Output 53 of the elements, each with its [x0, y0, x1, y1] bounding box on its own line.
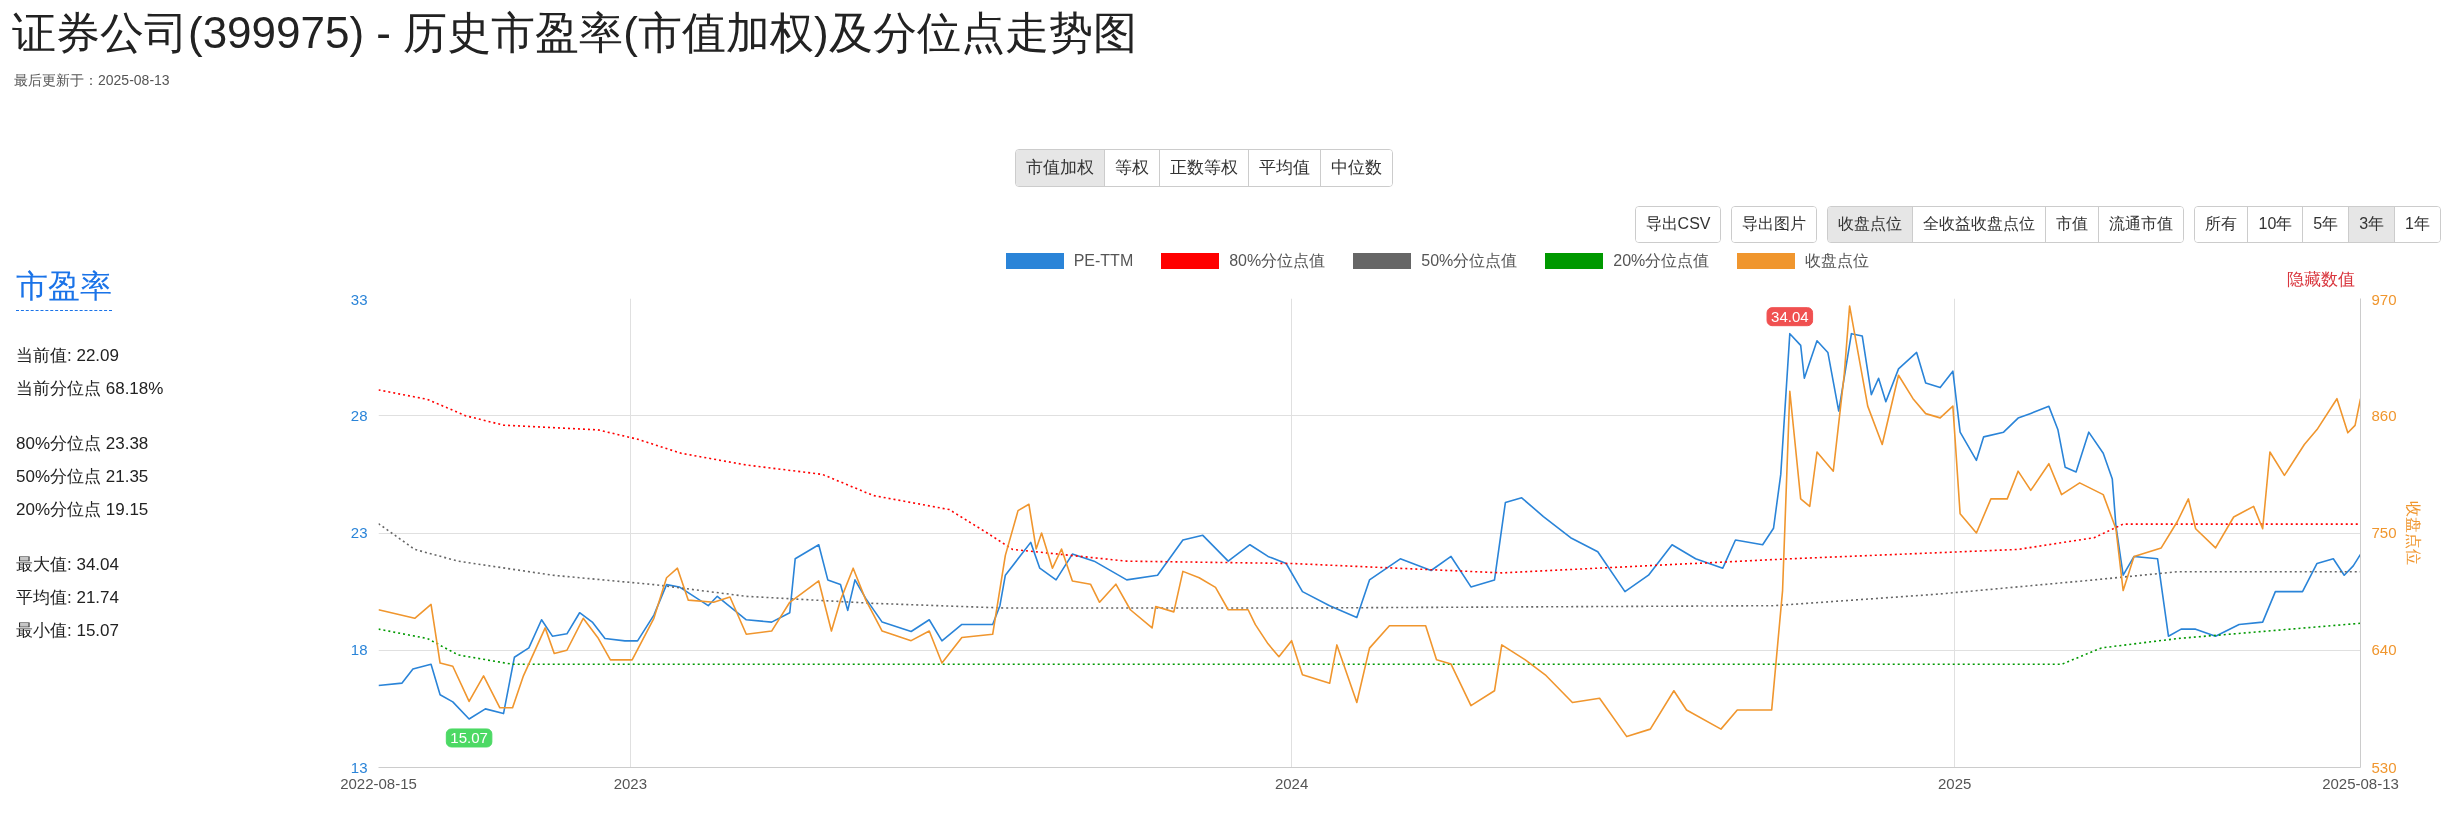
- annotation: 34.04: [1771, 307, 1809, 325]
- y-tick-label: 13: [350, 758, 368, 776]
- text: 所有: [2195, 207, 2248, 242]
- x-tick-label: 2024: [1274, 774, 1309, 792]
- text: 市盈率: [16, 264, 112, 311]
- text: 全收益收盘点位: [1912, 207, 2046, 242]
- text: 当前值: 22.09: [16, 344, 120, 367]
- text: 收盘点位: [1828, 207, 1913, 242]
- text: 隐藏数值: [2287, 268, 2355, 291]
- x-tick-label: 2023: [613, 774, 648, 792]
- line-series: [378, 389, 2361, 574]
- y2-tick-label: 750: [2371, 524, 2397, 541]
- x-tick-label: 2025: [1937, 774, 1972, 792]
- y-tick-label: 18: [350, 641, 368, 659]
- text: 中位数: [1320, 150, 1392, 187]
- text: 正数等权: [1159, 150, 1248, 187]
- text: 最大值: 34.04: [16, 553, 120, 576]
- text: 20%分位点 19.15: [16, 498, 150, 521]
- chart-title: 证券公司(399975) - 历史市盈率(市值加权)及分位点走势图: [12, 7, 1137, 59]
- legend-label: 50%分位点值: [1420, 251, 1518, 271]
- text: 50%分位点 21.35: [16, 465, 150, 488]
- text: 3年: [2348, 207, 2395, 242]
- text: 导出CSV: [1635, 207, 1721, 242]
- text: 最小值: 15.07: [16, 619, 120, 642]
- legend-label: PE-TTM: [1072, 251, 1134, 271]
- text: 市值: [2045, 207, 2099, 242]
- annotation: 15.07: [450, 728, 488, 746]
- y-tick-label: 23: [350, 524, 368, 541]
- text: 平均值: 21.74: [16, 586, 120, 609]
- y-tick-label: 28: [350, 406, 368, 424]
- x-tick-label: 2025-08-13: [2322, 774, 2399, 792]
- y-tick-label: 33: [350, 290, 368, 308]
- legend-label: 80%分位点值: [1228, 251, 1326, 271]
- text: 最后更新于：2025-08-13: [14, 71, 170, 90]
- y2-axis-title: 收盘点位: [2404, 501, 2422, 565]
- line-series: [378, 622, 2361, 666]
- y2-tick-label: 530: [2371, 758, 2397, 776]
- text: 导出图片: [1732, 207, 1817, 242]
- text: 等权: [1104, 150, 1159, 187]
- y2-tick-label: 970: [2371, 290, 2397, 308]
- text: 1年: [2394, 207, 2440, 242]
- text: 流通市值: [2098, 207, 2184, 242]
- text: 市值加权: [1016, 150, 1104, 187]
- legend-label: 收盘点位: [1804, 251, 1870, 271]
- x-tick-label: 2022-08-15: [340, 774, 417, 792]
- text: 5年: [2302, 207, 2349, 242]
- text: 10年: [2247, 207, 2303, 242]
- text: 平均值: [1248, 150, 1320, 187]
- y2-tick-label: 860: [2371, 406, 2397, 424]
- text: 当前分位点 68.18%: [16, 377, 164, 400]
- legend-label: 20%分位点值: [1612, 251, 1710, 271]
- text: 80%分位点 23.38: [16, 432, 150, 455]
- y2-tick-label: 640: [2371, 641, 2397, 659]
